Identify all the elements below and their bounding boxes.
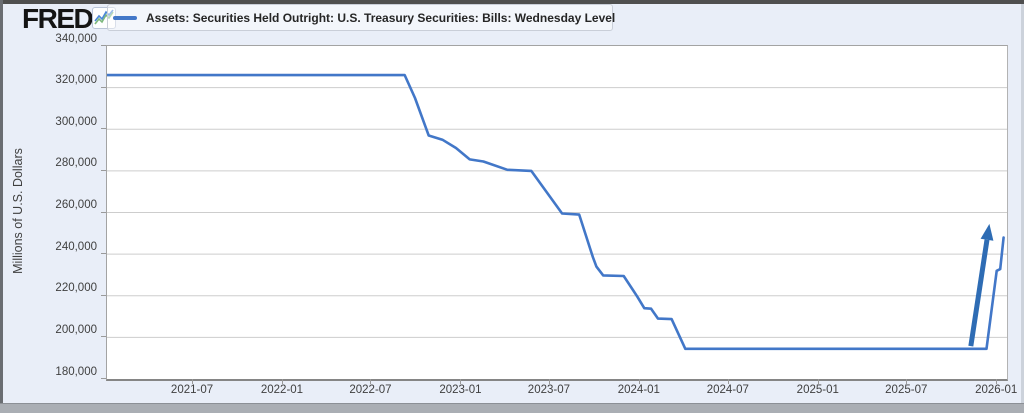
window-right-border [1021, 4, 1024, 404]
chart-plot-area[interactable] [106, 45, 1008, 381]
x-tick-mark [906, 379, 908, 384]
x-tick-mark [548, 379, 550, 384]
x-tick-mark [727, 379, 729, 384]
y-tick-mark [101, 294, 106, 296]
y-tick-mark [101, 86, 106, 88]
x-axis-tick-label: 2025-07 [885, 384, 928, 396]
trend-arrow-shaft [968, 239, 990, 347]
y-tick-mark [101, 211, 106, 213]
x-tick-mark [817, 379, 819, 384]
x-axis-tick-label: 2026-01 [975, 384, 1018, 396]
window-bottom-bar [0, 403, 1024, 413]
y-axis-tick-label: 320,000 [55, 74, 97, 87]
data-line [107, 73, 1005, 351]
y-tick-mark [101, 336, 106, 338]
y-axis-tick-label: 220,000 [55, 282, 97, 295]
x-tick-mark [370, 379, 372, 384]
y-tick-mark [101, 128, 106, 130]
y-axis-tick-label: 180,000 [55, 365, 97, 378]
y-tick-mark [101, 378, 106, 379]
trend-arrow-head [980, 223, 994, 241]
y-axis-tick-label: 300,000 [55, 115, 97, 128]
y-tick-mark [101, 45, 106, 46]
chart-canvas [107, 73, 1007, 351]
x-tick-mark [281, 379, 283, 384]
x-tick-mark [638, 379, 640, 384]
x-tick-mark [996, 379, 998, 384]
window-left-border [0, 0, 3, 404]
legend-series-label: Assets: Securities Held Outright: U.S. T… [146, 11, 616, 25]
x-axis-tick-label: 2023-07 [527, 384, 571, 396]
y-axis-tick-label: 200,000 [55, 323, 97, 336]
y-axis-tick-label: 240,000 [55, 240, 97, 253]
x-tick-mark [192, 379, 194, 384]
y-tick-mark [101, 169, 106, 171]
legend-box [107, 4, 613, 31]
y-axis-title: Millions of U.S. Dollars [11, 148, 25, 274]
y-tick-mark [101, 253, 106, 255]
legend-line-swatch [113, 16, 137, 20]
fred-logo[interactable]: FRED® [22, 3, 98, 35]
y-axis-tick-label: 340,000 [55, 32, 97, 45]
x-axis-tick-label: 2021-07 [170, 384, 214, 396]
x-axis-tick-label: 2024-01 [617, 384, 660, 396]
y-axis-tick-label: 280,000 [55, 157, 97, 170]
x-axis-tick-label: 2024-07 [706, 384, 749, 396]
x-axis-tick-label: 2023-01 [439, 384, 482, 396]
x-tick-mark [460, 379, 462, 384]
y-axis-tick-label: 260,000 [55, 199, 97, 211]
x-axis-tick-label: 2022-07 [349, 384, 392, 396]
window-top-border [0, 0, 1024, 4]
x-axis-tick-label: 2022-01 [260, 384, 304, 396]
x-axis-tick-label: 2025-01 [796, 384, 839, 396]
